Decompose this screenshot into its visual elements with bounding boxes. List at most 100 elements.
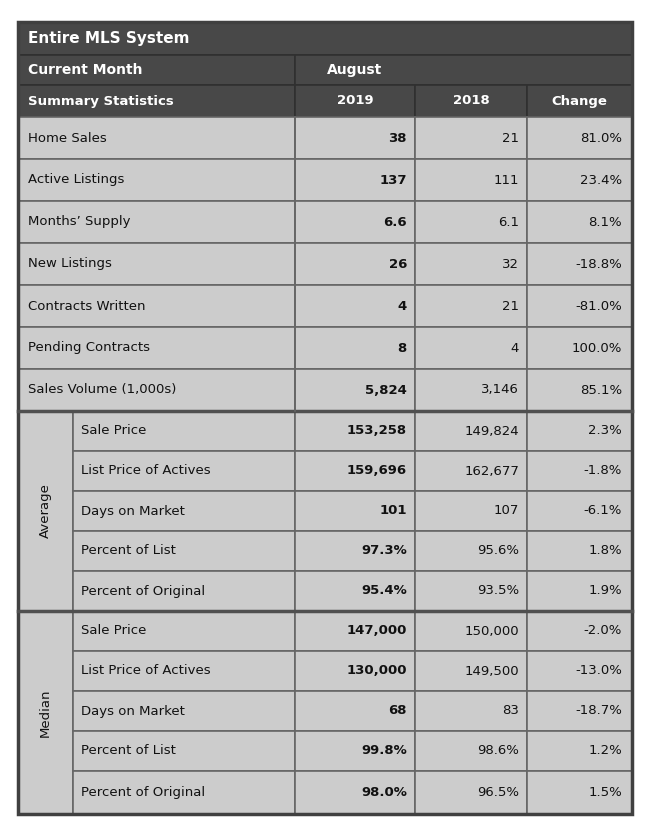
Bar	[18, 159, 295, 201]
Bar	[73, 731, 295, 771]
Bar	[415, 85, 527, 117]
Text: 2.3%: 2.3%	[588, 424, 622, 438]
Text: 32: 32	[502, 257, 519, 270]
Bar	[18, 327, 295, 369]
Bar	[295, 159, 415, 201]
Text: Sale Price: Sale Price	[81, 625, 146, 637]
Text: 99.8%: 99.8%	[361, 745, 407, 757]
Text: Days on Market: Days on Market	[81, 705, 185, 717]
Bar	[527, 731, 632, 771]
Text: Days on Market: Days on Market	[81, 504, 185, 518]
Text: 97.3%: 97.3%	[361, 544, 407, 557]
Text: 101: 101	[380, 504, 407, 518]
Text: 83: 83	[502, 705, 519, 717]
Bar	[415, 771, 527, 814]
Bar	[18, 411, 73, 611]
Bar	[415, 731, 527, 771]
Text: New Listings: New Listings	[28, 257, 112, 270]
Bar	[295, 327, 415, 369]
Text: 137: 137	[380, 174, 407, 186]
Bar	[527, 531, 632, 571]
Bar	[73, 771, 295, 814]
Text: Current Month: Current Month	[28, 63, 142, 77]
Text: 2018: 2018	[452, 95, 489, 107]
Bar	[295, 491, 415, 531]
Text: 1.2%: 1.2%	[588, 745, 622, 757]
Text: List Price of Actives: List Price of Actives	[81, 464, 211, 478]
Bar	[18, 55, 295, 85]
Bar	[415, 531, 527, 571]
Bar	[295, 611, 415, 651]
Bar	[18, 22, 632, 55]
Bar	[415, 691, 527, 731]
Text: -1.8%: -1.8%	[584, 464, 622, 478]
Bar	[295, 771, 415, 814]
Bar	[295, 117, 415, 159]
Bar	[527, 411, 632, 451]
Text: -18.8%: -18.8%	[575, 257, 622, 270]
Text: 2019: 2019	[337, 95, 373, 107]
Text: 93.5%: 93.5%	[477, 585, 519, 597]
Text: -13.0%: -13.0%	[575, 665, 622, 677]
Bar	[415, 611, 527, 651]
Text: Percent of List: Percent of List	[81, 544, 176, 557]
Text: Sales Volume (1,000s): Sales Volume (1,000s)	[28, 384, 176, 397]
Text: Months’ Supply: Months’ Supply	[28, 215, 131, 229]
Text: -2.0%: -2.0%	[584, 625, 622, 637]
Text: 23.4%: 23.4%	[580, 174, 622, 186]
Text: 111: 111	[493, 174, 519, 186]
Bar	[73, 691, 295, 731]
Bar	[415, 451, 527, 491]
Bar	[527, 201, 632, 243]
Text: 147,000: 147,000	[346, 625, 407, 637]
Text: 68: 68	[389, 705, 407, 717]
Text: -18.7%: -18.7%	[575, 705, 622, 717]
Bar	[527, 611, 632, 651]
Text: 6.6: 6.6	[384, 215, 407, 229]
Bar	[415, 117, 527, 159]
Text: Pending Contracts: Pending Contracts	[28, 341, 150, 354]
Text: 81.0%: 81.0%	[580, 131, 622, 145]
Text: August: August	[328, 63, 383, 77]
Bar	[527, 117, 632, 159]
Bar	[527, 85, 632, 117]
Bar	[527, 159, 632, 201]
Bar	[295, 85, 415, 117]
Text: -6.1%: -6.1%	[584, 504, 622, 518]
Text: 95.6%: 95.6%	[477, 544, 519, 557]
Text: 4: 4	[511, 341, 519, 354]
Text: 159,696: 159,696	[347, 464, 407, 478]
Bar	[18, 369, 295, 411]
Bar	[415, 243, 527, 285]
Bar	[527, 691, 632, 731]
Text: 130,000: 130,000	[346, 665, 407, 677]
Bar	[415, 411, 527, 451]
Text: 85.1%: 85.1%	[580, 384, 622, 397]
Text: Home Sales: Home Sales	[28, 131, 107, 145]
Bar	[295, 651, 415, 691]
Bar	[415, 285, 527, 327]
Text: 98.6%: 98.6%	[477, 745, 519, 757]
Bar	[415, 159, 527, 201]
Bar	[527, 451, 632, 491]
Bar	[18, 201, 295, 243]
Bar	[73, 611, 295, 651]
Bar	[295, 691, 415, 731]
Bar	[295, 55, 632, 85]
Bar	[527, 243, 632, 285]
Text: 4: 4	[398, 300, 407, 313]
Bar	[415, 327, 527, 369]
Bar	[527, 771, 632, 814]
Text: 8.1%: 8.1%	[588, 215, 622, 229]
Text: Active Listings: Active Listings	[28, 174, 124, 186]
Bar	[18, 85, 295, 117]
Bar	[415, 201, 527, 243]
Bar	[295, 731, 415, 771]
Text: Sale Price: Sale Price	[81, 424, 146, 438]
Text: Percent of Original: Percent of Original	[81, 585, 205, 597]
Bar	[295, 285, 415, 327]
Bar	[415, 571, 527, 611]
Text: 8: 8	[398, 341, 407, 354]
Text: Summary Statistics: Summary Statistics	[28, 95, 174, 107]
Text: 26: 26	[389, 257, 407, 270]
